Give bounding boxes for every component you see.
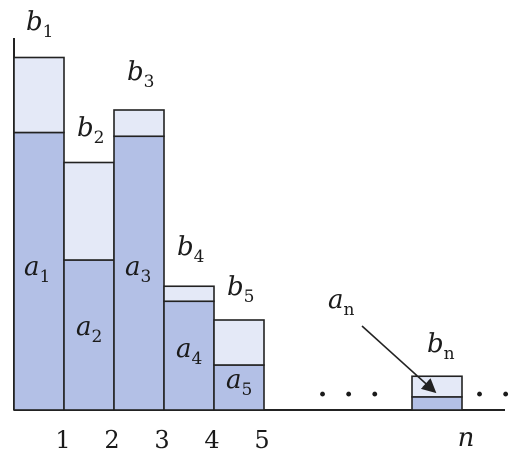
- tick-label-4: 4: [204, 426, 219, 454]
- tick-label-2: 2: [104, 426, 119, 454]
- label-b5-letter: b: [227, 272, 244, 302]
- label-bn-subscript: n: [444, 344, 455, 364]
- label-b2-letter: b: [77, 113, 94, 143]
- bar-n-b-segment: [411, 375, 463, 398]
- label-a3-letter: a: [125, 252, 141, 282]
- label-bn-letter: b: [427, 329, 444, 359]
- bar-5-b-segment: [213, 319, 265, 366]
- bar-3-a-segment: [113, 135, 165, 411]
- label-b1-letter: b: [26, 7, 43, 37]
- label-b5: b5: [227, 272, 254, 307]
- label-a1-subscript: 1: [40, 267, 51, 287]
- label-a4: a4: [176, 334, 202, 369]
- tick-label-3: 3: [154, 426, 169, 454]
- label-b2: b2: [77, 113, 104, 148]
- label-a1: a1: [24, 252, 50, 287]
- label-a2-letter: a: [76, 312, 92, 342]
- label-b3: b3: [127, 57, 154, 92]
- tick-label-n: n: [458, 423, 475, 453]
- label-an-letter: a: [328, 285, 344, 315]
- label-a2: a2: [76, 312, 102, 347]
- label-an: an: [328, 285, 355, 320]
- ellipsis-middle: · · ·: [318, 380, 383, 410]
- ellipsis-right: · · ·: [475, 380, 524, 410]
- label-a3-subscript: 3: [141, 267, 152, 287]
- bar-1-a-segment: [13, 131, 65, 411]
- label-b2-subscript: 2: [94, 128, 105, 148]
- label-a4-letter: a: [176, 334, 192, 364]
- bar-n-a-segment: [411, 396, 463, 411]
- tick-label-1: 1: [55, 426, 70, 454]
- label-b4-letter: b: [177, 232, 194, 262]
- label-b1-subscript: 1: [43, 22, 54, 42]
- label-a3: a3: [125, 252, 151, 287]
- an-pointer-arrow: [361, 325, 437, 394]
- label-a5: a5: [226, 365, 252, 400]
- label-a5-letter: a: [226, 365, 242, 395]
- label-bn: bn: [427, 329, 455, 364]
- label-b1: b1: [26, 7, 53, 42]
- label-b3-subscript: 3: [144, 72, 155, 92]
- bar-1-b-segment: [13, 56, 65, 134]
- bar-4-a-segment: [163, 300, 215, 411]
- bar-2-b-segment: [63, 161, 115, 261]
- label-b4-subscript: 4: [194, 247, 205, 267]
- label-a2-subscript: 2: [92, 327, 103, 347]
- bar-3-b-segment: [113, 109, 165, 138]
- label-a1-letter: a: [24, 252, 40, 282]
- label-an-subscript: n: [344, 300, 355, 320]
- label-b5-subscript: 5: [244, 287, 255, 307]
- bar-4-b-segment: [163, 285, 215, 303]
- tick-label-5: 5: [254, 426, 269, 454]
- label-b4: b4: [177, 232, 204, 267]
- label-a5-subscript: 5: [242, 380, 253, 400]
- label-a4-subscript: 4: [192, 349, 203, 369]
- label-b3-letter: b: [127, 57, 144, 87]
